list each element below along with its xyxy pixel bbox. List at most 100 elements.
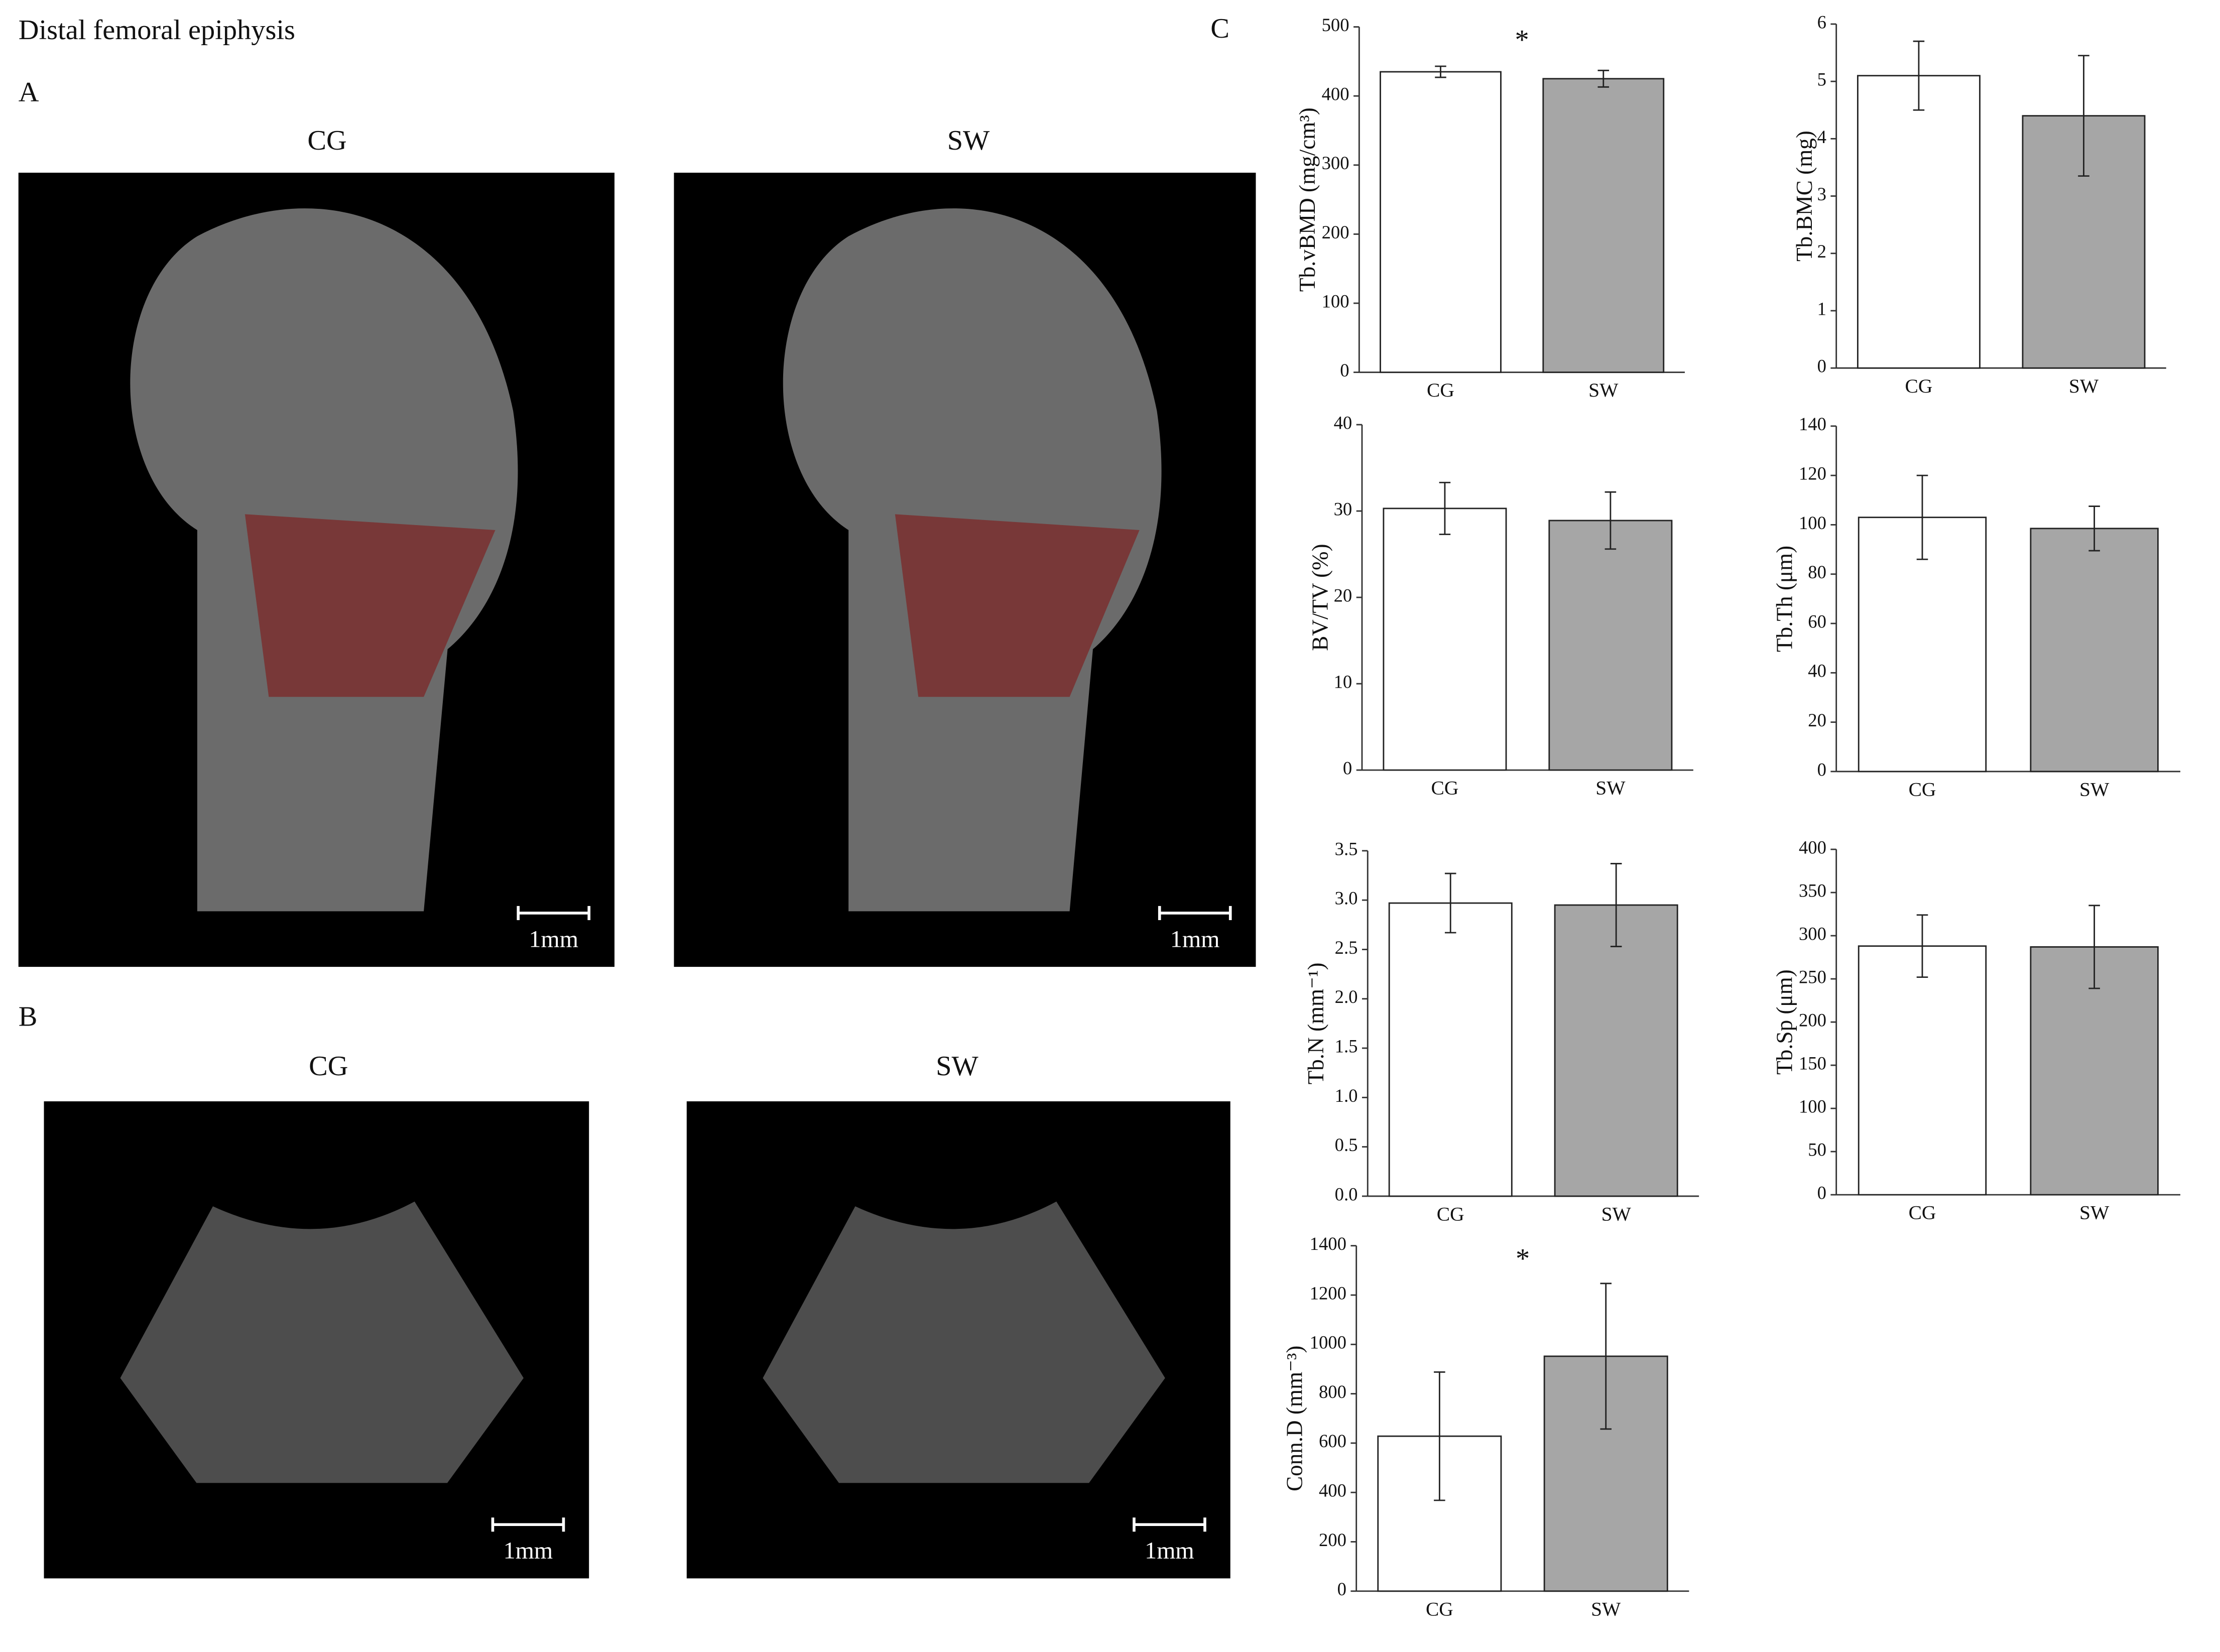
- panel-label: B: [19, 1001, 38, 1032]
- y-tick-label: 1: [1817, 298, 1826, 319]
- bar: [1548, 520, 1673, 771]
- y-tick-label: 50: [1808, 1139, 1826, 1160]
- significance-mark: *: [1516, 1243, 1530, 1275]
- error-bar: [2088, 505, 2100, 552]
- y-tick-label: 2.0: [1335, 986, 1358, 1007]
- x-tick-label: SW: [2079, 1202, 2110, 1224]
- bone: [120, 1201, 524, 1483]
- x-tick-label: CG: [1437, 1203, 1464, 1225]
- y-tick-label: 0: [1340, 360, 1349, 380]
- scale-bar-label: 1mm: [1170, 926, 1220, 952]
- x-tick-label: SW: [2069, 375, 2099, 397]
- scale-bar-label: 1mm: [1145, 1538, 1194, 1564]
- y-tick-label: 100: [1799, 1096, 1826, 1117]
- y-tick-label: 120: [1799, 463, 1826, 484]
- image-label: SW: [936, 1051, 978, 1082]
- y-tick-label: 0.0: [1335, 1184, 1358, 1204]
- y-tick-label: 150: [1799, 1053, 1826, 1073]
- y-axis-label: Tb.BMC (mg): [1792, 131, 1817, 262]
- y-axis-label: Tb.vBMD (mg/cm³): [1295, 107, 1320, 292]
- y-tick-label: 500: [1322, 15, 1349, 35]
- x-tick-label: SW: [2079, 778, 2110, 800]
- y-tick-label: 30: [1334, 498, 1352, 519]
- y-tick-label: 2: [1817, 241, 1826, 262]
- significance-mark: *: [1515, 25, 1529, 56]
- y-axis-label: Tb.Th (μm): [1772, 546, 1797, 652]
- scale-bar: [1133, 1517, 1206, 1532]
- scale-bar: [1158, 906, 1232, 921]
- y-tick-label: 400: [1322, 84, 1349, 104]
- y-tick-label: 1.5: [1335, 1036, 1358, 1056]
- bar: [1857, 75, 1981, 369]
- y-tick-label: 140: [1799, 414, 1826, 434]
- y-tick-label: 40: [1808, 661, 1826, 681]
- error-bar: [1610, 862, 1622, 947]
- bone: [763, 1201, 1165, 1483]
- y-tick-label: 3: [1817, 184, 1826, 204]
- scale-bar: [517, 906, 591, 921]
- bar: [1542, 78, 1665, 373]
- y-tick-label: 800: [1319, 1381, 1346, 1402]
- ct-render: [130, 208, 518, 912]
- y-tick-label: 40: [1334, 412, 1352, 433]
- y-tick-label: 300: [1799, 923, 1826, 944]
- x-tick-label: CG: [1909, 778, 1936, 800]
- y-tick-label: 400: [1319, 1480, 1346, 1501]
- x-tick-label: SW: [1595, 777, 1626, 799]
- error-bar: [1597, 69, 1610, 88]
- y-tick-label: 10: [1334, 671, 1352, 692]
- bar: [1554, 904, 1678, 1197]
- y-tick-label: 200: [1799, 1009, 1826, 1030]
- error-bar: [1434, 1371, 1445, 1501]
- y-tick-label: 350: [1799, 880, 1826, 901]
- y-tick-label: 0: [1817, 356, 1826, 376]
- figure-title: Distal femoral epiphysis: [19, 15, 295, 46]
- scale-bar-label: 1mm: [529, 926, 578, 952]
- y-tick-label: 1000: [1310, 1332, 1346, 1353]
- y-tick-label: 3.0: [1335, 888, 1358, 909]
- y-axis-label: BV/TV (%): [1307, 544, 1332, 651]
- y-tick-label: 0: [1817, 759, 1826, 780]
- error-bar: [2078, 55, 2089, 177]
- error-bar: [1605, 491, 1617, 550]
- y-tick-label: 250: [1799, 966, 1826, 987]
- x-tick-label: CG: [1905, 375, 1933, 397]
- y-tick-label: 100: [1322, 291, 1349, 311]
- ct-render: [783, 208, 1162, 912]
- y-tick-label: 200: [1322, 222, 1349, 242]
- y-tick-label: 1400: [1310, 1233, 1346, 1254]
- roi: [895, 514, 1140, 697]
- y-axis-label: Tb.N (mm⁻¹): [1303, 962, 1328, 1084]
- bar: [1388, 902, 1513, 1197]
- y-tick-label: 4: [1817, 126, 1826, 147]
- y-tick-label: 5: [1817, 69, 1826, 90]
- x-tick-label: CG: [1431, 777, 1459, 799]
- y-tick-label: 400: [1799, 837, 1826, 857]
- panel-label: A: [19, 77, 39, 108]
- image-label: CG: [309, 1051, 348, 1082]
- y-tick-label: 6: [1817, 12, 1826, 32]
- error-bar: [1600, 1283, 1612, 1430]
- x-tick-label: SW: [1591, 1598, 1621, 1620]
- y-tick-label: 600: [1319, 1431, 1346, 1451]
- y-tick-label: 0: [1343, 758, 1352, 779]
- x-tick-label: SW: [1588, 379, 1619, 401]
- error-bar: [1916, 914, 1928, 978]
- y-tick-label: 300: [1322, 153, 1349, 173]
- image-label: SW: [947, 125, 990, 156]
- error-bar: [1435, 65, 1446, 78]
- bar: [1858, 945, 1987, 1196]
- y-tick-label: 60: [1808, 611, 1826, 631]
- y-tick-label: 20: [1334, 585, 1352, 605]
- y-axis-label: Conn.D (mm⁻³): [1282, 1345, 1307, 1491]
- y-tick-label: 0.5: [1335, 1134, 1358, 1155]
- panel-label: C: [1210, 13, 1229, 44]
- error-bar: [1439, 481, 1451, 535]
- y-tick-label: 3.5: [1335, 838, 1358, 859]
- error-bar: [2088, 905, 2100, 989]
- y-tick-label: 100: [1799, 513, 1826, 533]
- y-tick-label: 0: [1337, 1579, 1346, 1599]
- x-tick-label: CG: [1427, 379, 1454, 401]
